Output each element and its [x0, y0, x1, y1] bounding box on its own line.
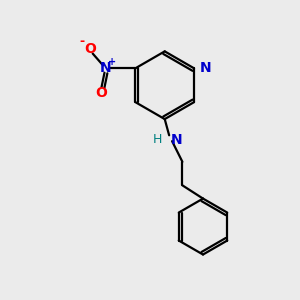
Text: N: N [171, 133, 182, 147]
Text: N: N [100, 61, 112, 75]
Text: N: N [199, 61, 211, 75]
Text: O: O [96, 86, 107, 100]
Text: O: O [84, 42, 96, 56]
Text: H: H [152, 133, 162, 146]
Text: +: + [108, 57, 116, 67]
Text: -: - [80, 35, 85, 48]
